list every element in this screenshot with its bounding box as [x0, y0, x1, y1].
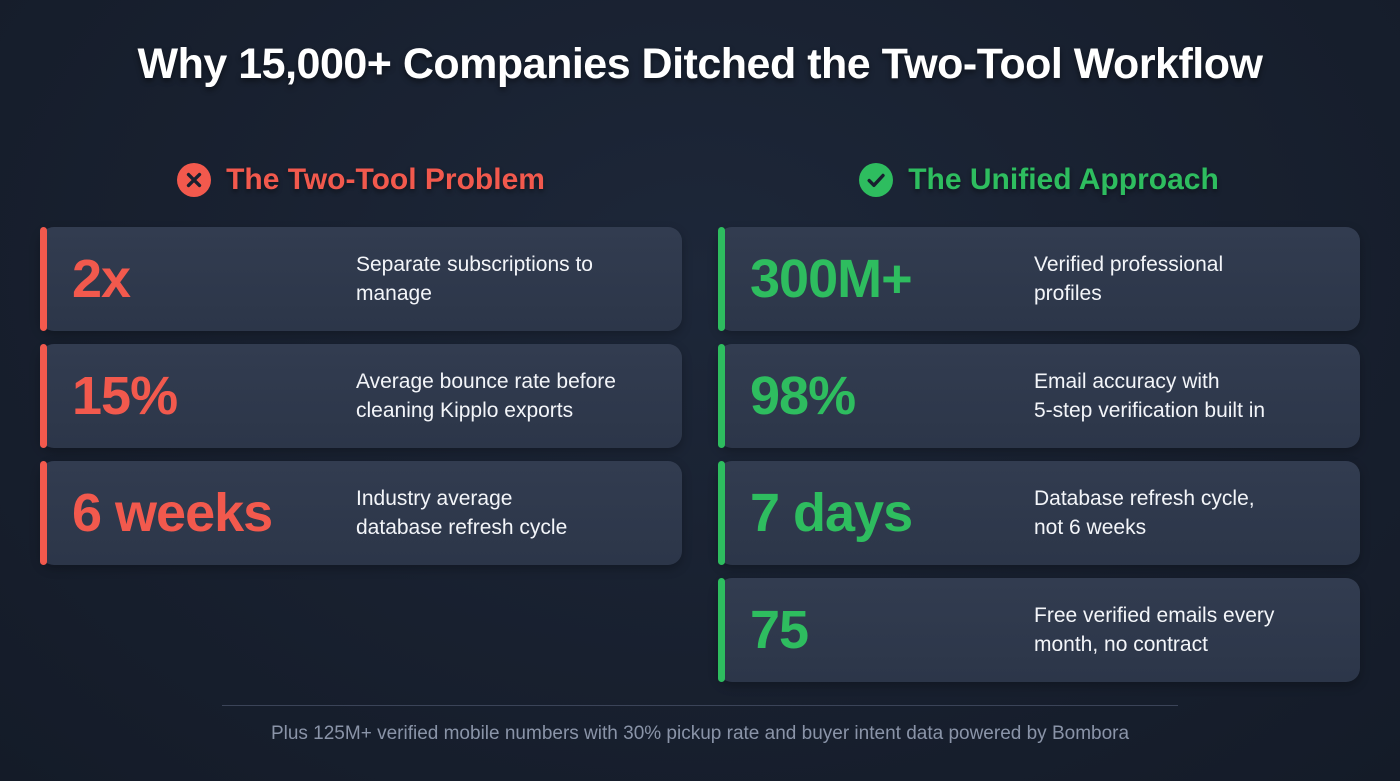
accent-bar	[718, 578, 725, 682]
stat-description: Database refresh cycle, not 6 weeks	[1034, 486, 1255, 539]
stat-description: Free verified emails every month, no con…	[1034, 603, 1275, 656]
stat-value: 75	[750, 600, 809, 660]
unified-heading-label: The Unified Approach	[908, 163, 1219, 196]
accent-bar	[718, 227, 725, 331]
check-circle-icon	[859, 163, 894, 197]
stat-value: 98%	[750, 366, 856, 426]
accent-bar	[40, 227, 47, 331]
comparison-columns: The Two-Tool Problem 2x Separate subscri…	[0, 163, 1400, 682]
problem-heading-label: The Two-Tool Problem	[226, 163, 545, 196]
stat-value: 7 days	[750, 483, 913, 543]
x-circle-icon	[177, 163, 212, 197]
stat-description: Industry average database refresh cycle	[356, 486, 568, 539]
stat-value: 2x	[72, 249, 131, 309]
accent-bar	[718, 344, 725, 448]
footer: Plus 125M+ verified mobile numbers with …	[0, 705, 1400, 745]
accent-bar	[718, 461, 725, 565]
stat-description: Verified professional profiles	[1034, 252, 1224, 305]
problem-column: The Two-Tool Problem 2x Separate subscri…	[40, 163, 682, 565]
page-title: Why 15,000+ Companies Ditched the Two-To…	[137, 40, 1263, 88]
unified-cards: 300M+ Verified professional profiles 98%…	[718, 227, 1360, 682]
stat-value: 300M+	[750, 249, 913, 309]
stat-card-email-accuracy: 98% Email accuracy with 5-step verificat…	[718, 344, 1360, 448]
stat-card-free-emails: 75 Free verified emails every month, no …	[718, 578, 1360, 682]
stat-description: Email accuracy with 5-step verification …	[1034, 369, 1266, 422]
footer-text: Plus 125M+ verified mobile numbers with …	[270, 723, 1130, 744]
stat-card-refresh-cycle: 7 days Database refresh cycle, not 6 wee…	[718, 461, 1360, 565]
accent-bar	[40, 344, 47, 448]
accent-bar	[40, 461, 47, 565]
stat-card-refresh-cycle-industry: 6 weeks Industry average database refres…	[40, 461, 682, 565]
stat-description: Separate subscriptions to manage	[356, 252, 593, 305]
stat-card-profiles: 300M+ Verified professional profiles	[718, 227, 1360, 331]
unified-heading-row: The Unified Approach	[718, 163, 1360, 197]
stat-card-subscriptions: 2x Separate subscriptions to manage	[40, 227, 682, 331]
footer-divider	[222, 705, 1178, 706]
stat-card-bounce-rate: 15% Average bounce rate before cleaning …	[40, 344, 682, 448]
problem-cards: 2x Separate subscriptions to manage 15% …	[40, 227, 682, 565]
problem-heading-row: The Two-Tool Problem	[40, 163, 682, 197]
stat-value: 15%	[72, 366, 178, 426]
stat-value: 6 weeks	[72, 483, 273, 543]
stat-description: Average bounce rate before cleaning Kipp…	[356, 369, 616, 422]
unified-column: The Unified Approach 300M+ Verified prof…	[718, 163, 1360, 682]
